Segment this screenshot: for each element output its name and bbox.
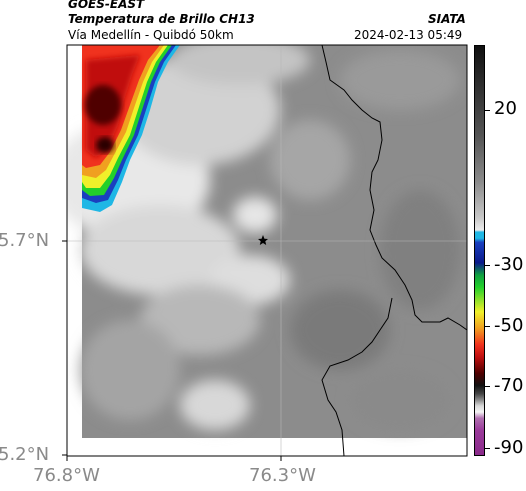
lat-label-5-2: 5.2°N (0, 444, 50, 465)
colorbar-tick-neg30: -30 (494, 254, 524, 275)
subtitle: Vía Medellín - Quibdó 50km (68, 28, 234, 42)
lat-label-5-7: 5.7°N (0, 230, 50, 251)
department-boundaries (321, 45, 467, 456)
colorbar-tick-20: 20 (494, 98, 517, 119)
lon-label-76-3: 76.3°W (249, 465, 316, 486)
datetime-label: 2024-02-13 05:49 (354, 28, 463, 42)
lon-label-76-8: 76.8°W (33, 465, 100, 486)
colorbar-tick-neg70: -70 (494, 375, 524, 396)
super-title: GOES-EAST (68, 0, 145, 11)
brightness-temperature-field (67, 45, 467, 456)
colorbar-tick-neg50: -50 (494, 315, 524, 336)
map-title: Temperatura de Brillo CH13 (68, 12, 255, 26)
colorbar-tick-neg90: -90 (494, 437, 524, 458)
star-marker (258, 235, 268, 245)
graticule (67, 45, 467, 456)
convective-cloud-top (82, 45, 180, 212)
colorbar (474, 45, 485, 456)
agency-label: SIATA (428, 12, 466, 26)
